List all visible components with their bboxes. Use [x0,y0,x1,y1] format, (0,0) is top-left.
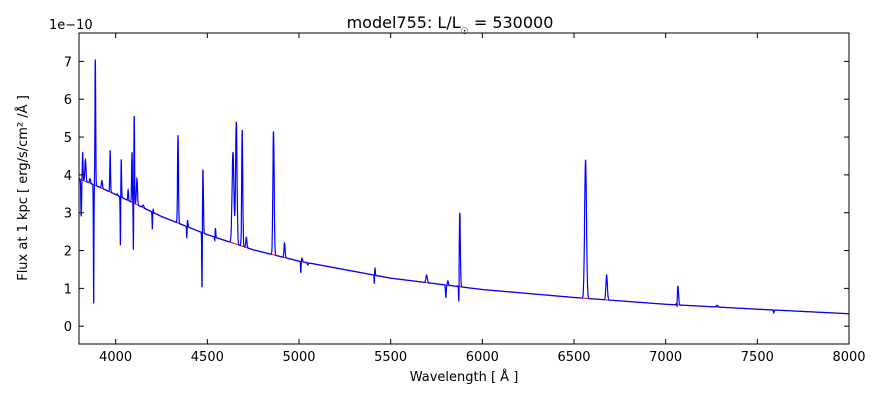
y-tick-label: 1 [64,282,72,297]
x-tick-label: 5000 [282,350,315,365]
x-tick-label: 7000 [649,350,682,365]
x-tick-label: 4500 [191,350,224,365]
offset-label: 1e−10 [49,18,93,33]
y-tick-label: 6 [64,93,72,108]
continuum-line [79,178,849,315]
x-tick-label: 8000 [832,350,865,365]
y-tick-label: 3 [64,207,72,222]
spectrum-line [79,59,849,315]
plot-frame [78,32,850,345]
y-tick-label: 0 [64,320,72,335]
x-tick-label: 5500 [374,350,407,365]
y-axis-label: Flux at 1 kpc [ erg/s/cm² /Å ] [15,95,31,281]
x-tick-label: 4000 [99,350,132,365]
x-tick-label: 6000 [466,350,499,365]
x-axis-label: Wavelength [ Å ] [410,369,519,385]
y-tick-label: 2 [64,245,72,260]
x-tick-label: 6500 [557,350,590,365]
y-tick-label: 7 [64,55,72,70]
x-tick-label: 7500 [741,350,774,365]
chart-title: model755: L/L☉ = 530000 [347,13,554,37]
y-tick-label: 4 [64,169,72,184]
y-tick-label: 5 [64,131,72,146]
